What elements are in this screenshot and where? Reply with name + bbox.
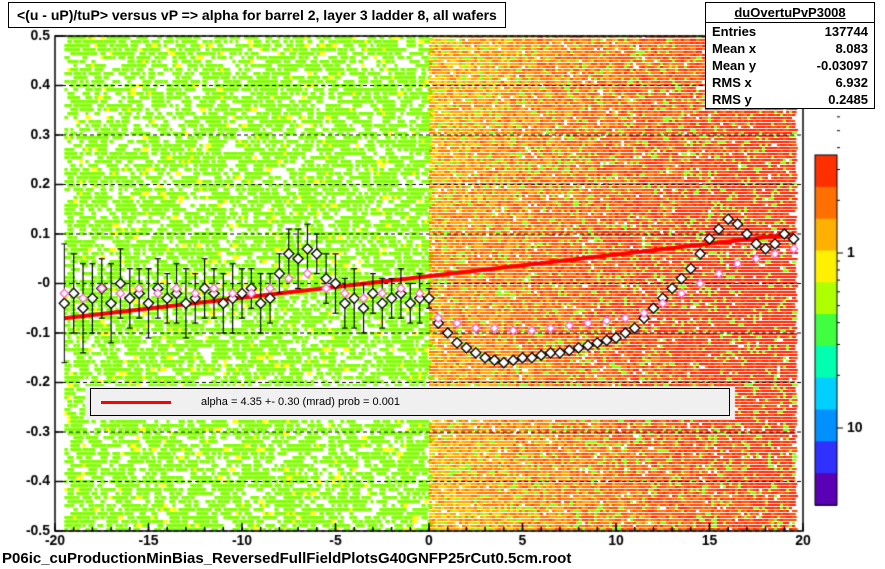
footer-filename: P06ic_cuProductionMinBias_ReversedFullFi… [2, 550, 571, 567]
meanx-value: 8.083 [835, 41, 868, 56]
stats-box: duOvertuPvP3008 Entries 137744 Mean x 8.08… [705, 2, 875, 109]
chart-title: <(u - uP)/tuP> versus vP => alpha for ba… [8, 2, 506, 28]
fit-line-swatch [101, 401, 171, 404]
entries-label: Entries [712, 24, 756, 39]
stats-name: duOvertuPvP3008 [706, 3, 874, 23]
rmsx-value: 6.932 [835, 75, 868, 90]
meanx-label: Mean x [712, 41, 756, 56]
entries-value: 137744 [825, 24, 868, 39]
fit-legend-text: alpha = 4.35 +- 0.30 (mrad) prob = 0.001 [201, 396, 400, 408]
rmsy-value: 0.2485 [828, 92, 868, 107]
rmsx-label: RMS x [712, 75, 752, 90]
rmsy-label: RMS y [712, 92, 752, 107]
meany-value: -0.03097 [817, 58, 868, 73]
fit-legend: alpha = 4.35 +- 0.30 (mrad) prob = 0.001 [90, 388, 730, 416]
meany-label: Mean y [712, 58, 756, 73]
